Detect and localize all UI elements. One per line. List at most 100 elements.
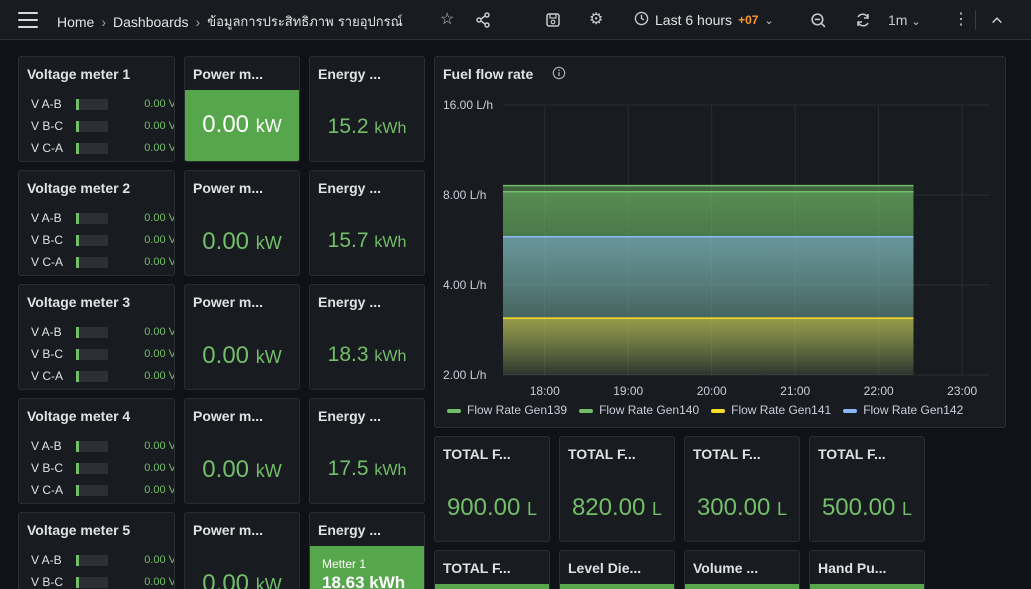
legend-item[interactable]: Flow Rate Gen141 [711, 403, 831, 417]
total-fuel-panel[interactable]: TOTAL F... 500.00 L [809, 436, 925, 542]
info-icon[interactable] [552, 66, 566, 85]
bottom-stat-panel[interactable]: Level Die... [559, 550, 675, 589]
voltage-label: V B-C [31, 461, 64, 475]
legend-item[interactable]: Flow Rate Gen142 [843, 403, 963, 417]
power-value-wrap: 0.00 kW [185, 570, 299, 589]
fuel-value-wrap: 820.00 L [560, 494, 674, 522]
power-meter-panel[interactable]: Power m... 0.00 kW [184, 512, 300, 589]
panel-title: Energy ... [318, 66, 382, 82]
power-meter-panel[interactable]: Power m... 0.00 kW [184, 398, 300, 504]
voltage-value: 0.00 V [144, 212, 175, 224]
gear-icon[interactable]: ⚙ [589, 11, 604, 28]
legend-item[interactable]: Flow Rate Gen139 [447, 403, 567, 417]
legend-swatch [447, 408, 461, 413]
x-tick-label: 23:00 [947, 384, 977, 398]
top-bar: Home › Dashboards › ข้อมูลการประสิทธิภาพ… [0, 0, 1031, 40]
voltage-meter-panel[interactable]: Voltage meter 5 V A-B 0.00 V V B-C 0.00 V [18, 512, 175, 589]
energy-value: 18.63 [322, 573, 365, 589]
voltage-meter-panel[interactable]: Voltage meter 2 V A-B 0.00 V V B-C 0.00 V … [18, 170, 175, 276]
breadcrumb: Home › Dashboards › ข้อมูลการประสิทธิภาพ… [57, 11, 403, 32]
stat-green-strip [435, 584, 549, 589]
panel-title: Voltage meter 2 [27, 180, 131, 196]
energy-unit: kWh [369, 573, 406, 589]
bottom-stat-panel[interactable]: TOTAL F... [434, 550, 550, 589]
voltage-row: V A-B 0.00 V [31, 97, 174, 111]
voltage-value: 0.00 V [144, 326, 175, 338]
voltage-value: 0.00 V [144, 120, 175, 132]
voltage-meter-panel[interactable]: Voltage meter 1 V A-B 0.00 V V B-C 0.00 V … [18, 56, 175, 162]
panel-title: Level Die... [568, 560, 642, 576]
save-icon[interactable] [545, 10, 561, 34]
panel-title: Energy ... [318, 408, 382, 424]
total-fuel-panel[interactable]: TOTAL F... 820.00 L [559, 436, 675, 542]
voltage-bar [76, 349, 108, 360]
star-icon[interactable]: ☆ [440, 11, 455, 28]
energy-meter-panel[interactable]: Energy ... 17.5 kWh [309, 398, 425, 504]
panel-title: Power m... [193, 294, 264, 310]
panel-title: TOTAL F... [693, 446, 761, 462]
legend-label: Flow Rate Gen142 [863, 403, 964, 417]
energy-value: 15.7 [327, 229, 369, 252]
power-unit: kW [255, 116, 282, 136]
power-value: 0.00 [202, 456, 250, 483]
fuel-value: 300.00 [696, 494, 771, 521]
more-vertical-icon[interactable]: ⋮ [953, 11, 969, 28]
energy-unit: kWh [374, 120, 407, 137]
voltage-row: V C-A 0.00 V [31, 483, 174, 497]
energy-value-wrap: 17.5 kWh [310, 457, 424, 481]
menu-icon[interactable] [18, 12, 38, 28]
chevron-right-icon: › [195, 13, 201, 30]
voltage-row: V C-A 0.00 V [31, 369, 174, 383]
voltage-value: 0.00 V [144, 348, 175, 360]
share-icon[interactable] [475, 10, 491, 34]
breadcrumb-dashboards[interactable]: Dashboards [113, 13, 189, 30]
voltage-label: V A-B [31, 97, 62, 111]
time-range-picker[interactable]: Last 6 hours +07 ⌄ [634, 11, 774, 29]
legend-item[interactable]: Flow Rate Gen140 [579, 403, 699, 417]
fuel-flow-chart-panel[interactable]: Fuel flow rate 2.00 L/h 4.00 L/h 8.00 L/h 1… [434, 56, 1006, 428]
voltage-row: V C-A 0.00 V [31, 255, 174, 269]
energy-meter-panel[interactable]: Energy ... Metter 1 18.63 kWh [309, 512, 425, 589]
power-meter-panel[interactable]: Power m... 0.00 kW [184, 170, 300, 276]
voltage-bar [76, 441, 108, 452]
bottom-stat-panel[interactable]: Volume ... [684, 550, 800, 589]
legend-label: Flow Rate Gen141 [731, 403, 832, 417]
refresh-icon[interactable] [855, 10, 871, 34]
fuel-unit: L [777, 499, 788, 519]
panel-title: Voltage meter 4 [27, 408, 131, 424]
zoom-out-icon[interactable] [810, 10, 827, 35]
x-tick-label: 22:00 [864, 384, 894, 398]
legend-swatch [711, 408, 726, 413]
power-unit: kW [255, 347, 282, 367]
series-area [503, 318, 914, 375]
panel-title: TOTAL F... [443, 446, 511, 462]
power-meter-panel[interactable]: Power m... 0.00 kW [184, 56, 300, 162]
power-value: 0.00 [202, 570, 250, 589]
voltage-meter-panel[interactable]: Voltage meter 4 V A-B 0.00 V V B-C 0.00 V … [18, 398, 175, 504]
x-tick-label: 20:00 [697, 384, 727, 398]
energy-meter-panel[interactable]: Energy ... 15.2 kWh [309, 56, 425, 162]
chevron-down-icon: ⌄ [911, 16, 921, 28]
panel-title: TOTAL F... [818, 446, 886, 462]
power-stat-background: 0.00 kW [185, 90, 299, 161]
energy-meter-panel[interactable]: Energy ... 18.3 kWh [309, 284, 425, 390]
voltage-row: V B-C 0.00 V [31, 461, 174, 475]
energy-meter-panel[interactable]: Energy ... 15.7 kWh [309, 170, 425, 276]
x-tick-label: 19:00 [613, 384, 643, 398]
panel-title: Volume ... [693, 560, 759, 576]
voltage-meter-panel[interactable]: Voltage meter 3 V A-B 0.00 V V B-C 0.00 V … [18, 284, 175, 390]
total-fuel-panel[interactable]: TOTAL F... 300.00 L [684, 436, 800, 542]
chevron-up-icon[interactable] [990, 10, 1004, 33]
voltage-row: V A-B 0.00 V [31, 439, 174, 453]
refresh-interval-picker[interactable]: 1m ⌄ [888, 10, 921, 32]
panel-title: Energy ... [318, 180, 382, 196]
energy-unit: kWh [374, 234, 407, 251]
voltage-label: V B-C [31, 233, 64, 247]
fuel-value: 500.00 [821, 494, 896, 521]
power-unit: kW [255, 575, 282, 589]
total-fuel-panel[interactable]: TOTAL F... 900.00 L [434, 436, 550, 542]
power-meter-panel[interactable]: Power m... 0.00 kW [184, 284, 300, 390]
bottom-stat-panel[interactable]: Hand Pu... [809, 550, 925, 589]
voltage-bar [76, 99, 108, 110]
breadcrumb-home[interactable]: Home [57, 13, 95, 30]
